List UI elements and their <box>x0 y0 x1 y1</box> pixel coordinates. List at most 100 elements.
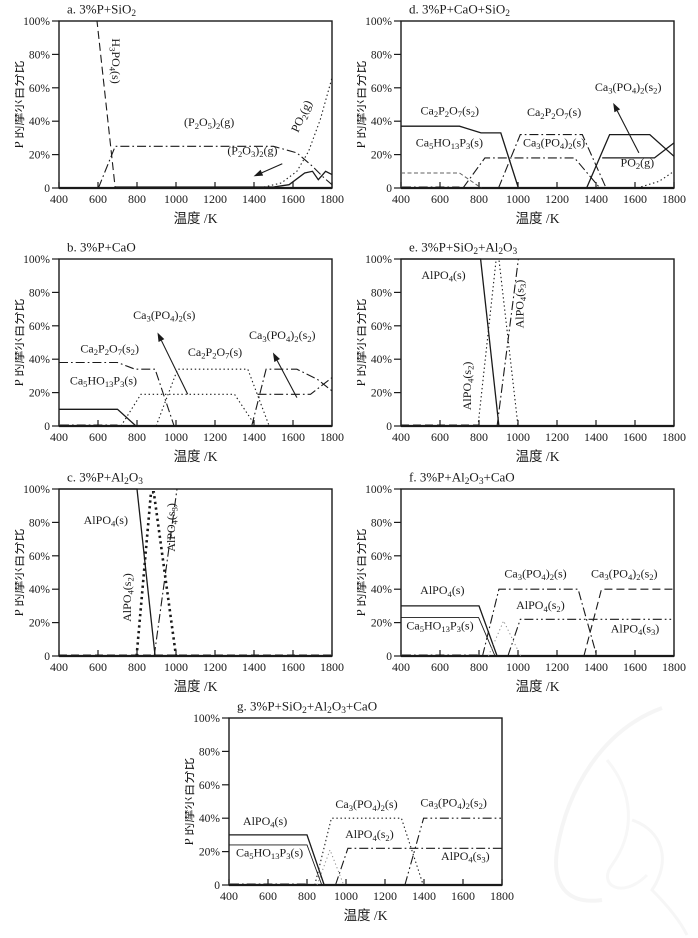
curve-label: PO2(g) <box>288 98 316 135</box>
curve-label: Ca5HO13P3(s) <box>70 373 137 389</box>
x-tick-label: 400 <box>392 660 410 674</box>
x-axis-label: 温度 /K <box>344 908 388 923</box>
y-tick-label: 0 <box>386 651 392 663</box>
y-axis-label: P 的摩尔百分比 <box>185 758 196 846</box>
x-tick-label: 400 <box>392 430 410 444</box>
series-Ca_5HO_13P_3(s) <box>401 617 496 657</box>
curve-label: Ca2P2O7(s2) <box>80 342 139 358</box>
y-tick-label: 80% <box>29 49 51 61</box>
x-tick-label: 1000 <box>164 192 188 206</box>
y-tick-label: 0 <box>386 421 392 433</box>
y-tick-label: 100% <box>365 16 392 28</box>
series-Ca_5HO_13P_3(s) <box>229 844 323 886</box>
curve-label: (P2O5)2(g) <box>184 115 234 131</box>
x-tick-label: 1000 <box>506 430 530 444</box>
y-tick-label: 80% <box>29 287 51 299</box>
series-AlPO_4(s) <box>401 258 500 427</box>
y-tick-label: 0 <box>214 880 220 892</box>
series-Ca_3(PO_4)_2(s_2) <box>404 817 502 886</box>
x-tick-label: 1000 <box>334 889 358 903</box>
series-Ca_3(PO_4)_2(s_2) <box>251 368 333 427</box>
curve-label: AlPO4(s) <box>84 513 128 529</box>
plot-border <box>400 258 675 427</box>
x-tick-label: 1200 <box>203 192 227 206</box>
x-tick-label: 400 <box>50 192 68 206</box>
subplot-b: b. 3%P+CaO 400 600 800 1000 1200 1400 1600 1800 0… <box>11 238 355 474</box>
curve-label: Ca5HO13P3(s) <box>416 135 483 151</box>
y-tick-label: 100% <box>23 484 50 496</box>
y-tick-label: 60% <box>371 321 393 333</box>
x-tick-label: 1400 <box>412 889 436 903</box>
y-tick-label: 60% <box>199 780 221 792</box>
series-(P_2O_3)_2(g) <box>115 170 333 188</box>
chart-b-svg: b. 3%P+CaO 400 600 800 1000 1200 1400 1600 1800 0… <box>11 240 344 465</box>
chart-c-svg: c. 3%P+Al2O3 400 600 800 1000 1200 1400 1600 180… <box>11 470 344 695</box>
series-AlPO_4(s) <box>401 605 498 657</box>
series-Ca_3(PO_4)_2(s) <box>462 157 601 189</box>
curve-label: AlPO4(s2) <box>345 827 394 843</box>
x-tick-label: 1000 <box>164 430 188 444</box>
x-tick-label: 1400 <box>242 660 266 674</box>
chart-title: a. 3%P+SiO2 <box>67 2 136 20</box>
series-AlPO_4(s_2)-AlPO_4(s_3) <box>507 618 674 657</box>
y-axis-label: P 的摩尔百分比 <box>357 529 368 617</box>
x-tick-label: 1400 <box>242 192 266 206</box>
x-tick-label: 800 <box>298 889 316 903</box>
annotation-arrowhead <box>272 352 280 362</box>
y-tick-label: 20% <box>29 150 51 162</box>
x-tick-label: 800 <box>470 430 488 444</box>
chart-g-svg: g. 3%P+SiO2+Al2O3+CaO 400 600 800 1000 1200 14… <box>181 699 514 924</box>
chart-e-svg: e. 3%P+SiO2+Al2O3 400 600 800 1000 1200 1400 16… <box>353 240 686 465</box>
y-tick-label: 0 <box>44 183 50 195</box>
series-Ca_2P_2O_7(s_2) <box>59 361 175 427</box>
annotation-arrow <box>276 360 298 398</box>
y-tick-label: 0 <box>44 421 50 433</box>
x-tick-label: 1600 <box>281 430 305 444</box>
curve-label: AlPO4(s) <box>243 814 287 830</box>
x-axis-label: 温度 /K <box>516 211 560 226</box>
x-tick-label: 400 <box>392 192 410 206</box>
curve-label: AlPO4(s3) <box>441 849 490 865</box>
y-tick-label: 80% <box>371 49 393 61</box>
x-tick-label: 1800 <box>320 192 344 206</box>
y-tick-label: 100% <box>365 254 392 266</box>
y-tick-label: 20% <box>199 847 221 859</box>
curve-label: Ca3(PO4)2(s2) <box>249 328 316 344</box>
y-axis-label: P 的摩尔百分比 <box>15 299 26 387</box>
x-tick-label: 600 <box>89 660 107 674</box>
x-tick-label: 1800 <box>320 430 344 444</box>
curve-label: AlPO4(s2) <box>120 573 136 622</box>
annotation-arrow <box>160 340 189 395</box>
annotation-arrow <box>616 110 640 154</box>
x-tick-label: 1200 <box>545 660 569 674</box>
series-AlPO_4(s_2)-peak <box>487 619 522 657</box>
y-tick-label: 40% <box>371 584 393 596</box>
y-tick-label: 40% <box>29 584 51 596</box>
x-axis-label: 温度 /K <box>516 449 560 464</box>
curve-label: AlPO4(s2) <box>460 362 476 411</box>
series-AlPO_4(s_2)-peak <box>316 848 345 886</box>
y-tick-label: 40% <box>199 813 221 825</box>
x-tick-label: 400 <box>220 889 238 903</box>
series-AlPO_4(s_2) <box>477 258 519 427</box>
y-tick-label: 60% <box>371 551 393 563</box>
curve-label: Ca2P2O7(s) <box>188 345 242 361</box>
subplot-e: e. 3%P+SiO2+Al2O3 400 600 800 1000 1200 1400 16… <box>353 238 697 474</box>
subplot-d: d. 3%P+CaO+SiO2 400 600 800 1000 1200 1400 1600… <box>353 0 697 236</box>
x-tick-label: 1000 <box>506 192 530 206</box>
x-tick-label: 1400 <box>584 192 608 206</box>
y-tick-label: 60% <box>371 83 393 95</box>
x-tick-label: 800 <box>128 192 146 206</box>
series-Ca_3(PO_4)_2(s_2)-branch2 <box>602 142 675 159</box>
y-tick-label: 100% <box>193 713 220 725</box>
x-tick-label: 1800 <box>490 889 514 903</box>
x-axis-label: 温度 /K <box>174 449 218 464</box>
y-tick-label: 20% <box>371 150 393 162</box>
chart-title: g. 3%P+SiO2+Al2O3+CaO <box>237 699 377 717</box>
x-tick-label: 1200 <box>373 889 397 903</box>
curve-label: AlPO4(s2) <box>516 598 565 614</box>
x-tick-label: 1400 <box>242 430 266 444</box>
annotation-arrowhead <box>613 102 621 113</box>
y-tick-label: 100% <box>365 484 392 496</box>
